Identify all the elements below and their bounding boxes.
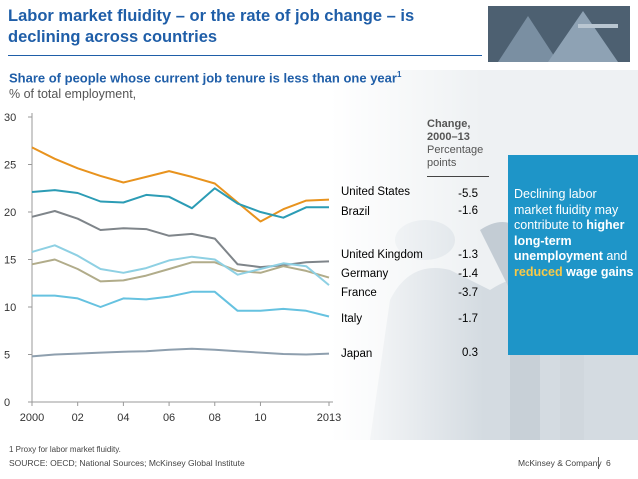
x-tick-label: 2000 <box>20 412 44 424</box>
x-tick-label: 06 <box>163 412 175 424</box>
y-tick-label: 0 <box>4 397 10 409</box>
callout-part3: and <box>602 249 628 263</box>
y-tick-label: 5 <box>4 350 10 362</box>
change-value-brazil: -1.6 <box>458 205 478 217</box>
x-tick-label: 2013 <box>317 412 341 424</box>
source-note: SOURCE: OECD; National Sources; McKinsey… <box>9 458 245 468</box>
callout-text: Declining labor market fluidity may cont… <box>514 187 634 280</box>
change-value-japan: 0.3 <box>462 347 478 359</box>
change-header-line1: Change, <box>427 118 471 130</box>
footnote-mark: 1 <box>396 70 402 79</box>
series-label-japan: Japan <box>341 348 373 360</box>
series-line-brazil <box>31 187 329 219</box>
callout-part1: Declining labor market fluidity may cont… <box>514 187 619 232</box>
callout-box <box>508 155 638 355</box>
chart-subtitle: Share of people whose current job tenure… <box>9 70 401 85</box>
change-value-united-states: -5.5 <box>458 188 478 200</box>
x-tick-label: 02 <box>72 412 84 424</box>
series-label-france: France <box>341 287 377 299</box>
y-tick-label: 15 <box>4 255 16 267</box>
change-header-line3: Percentage <box>427 144 484 156</box>
y-tick-label: 30 <box>4 112 16 124</box>
callout-part5: wage gains <box>562 264 634 279</box>
line-chart: 0 5 10 15 20 25 30 2000 02 04 06 08 10 2013 <box>4 112 341 424</box>
series-label-germany: Germany <box>341 268 389 280</box>
y-tick-label: 10 <box>4 302 16 314</box>
header-photo-image <box>488 6 630 62</box>
series-line-germany <box>31 258 330 283</box>
series-line-united-states <box>31 146 330 223</box>
series-label-italy: Italy <box>341 313 363 325</box>
footnote: 1 Proxy for labor market fluidity. <box>9 445 121 454</box>
brand-name: McKinsey & Company <box>518 458 602 468</box>
footer-separator <box>598 457 599 469</box>
page-number: 6 <box>606 458 611 468</box>
x-tick-label: 10 <box>254 412 266 424</box>
x-tick-label: 04 <box>117 412 129 424</box>
title-divider <box>8 55 482 56</box>
callout-highlight-2: reduced <box>514 264 563 279</box>
change-header-line4: points <box>427 157 457 169</box>
x-tick-label: 08 <box>209 412 221 424</box>
series-label-brazil: Brazil <box>341 206 370 218</box>
change-header-rule <box>427 176 489 177</box>
page-title: Labor market fluidity – or the rate of j… <box>8 7 415 46</box>
change-value-germany: -1.4 <box>458 268 478 280</box>
change-value-france: -3.7 <box>458 287 478 299</box>
y-tick-label: 25 <box>4 160 16 172</box>
subtitle-text: Share of people whose current job tenure… <box>9 70 397 86</box>
series-line-italy <box>32 290 330 318</box>
change-value-italy: -1.7 <box>458 313 478 325</box>
callout-highlight-1: higher long-term unemployment <box>514 218 625 263</box>
change-column-header: Change, 2000–13 Percentage points <box>427 118 483 170</box>
change-value-united-kingdom: -1.3 <box>458 249 478 261</box>
series-label-united-kingdom: United Kingdom <box>341 249 423 261</box>
series-line-japan <box>31 347 330 358</box>
chart-unit-label: % of total employment, <box>9 87 137 101</box>
series-line-france <box>31 244 330 286</box>
series-line-united-kingdom <box>31 210 330 269</box>
change-header-line2: 2000–13 <box>427 131 470 143</box>
series-label-united-states: United States <box>341 186 411 198</box>
y-tick-label: 20 <box>4 207 16 219</box>
